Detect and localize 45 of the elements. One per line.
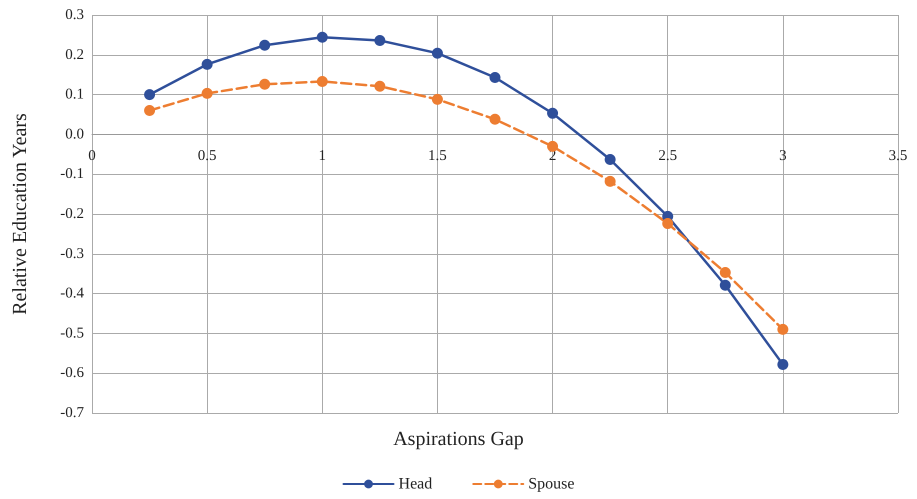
- point: [547, 140, 558, 152]
- y-tick-label: -0.4: [60, 286, 84, 302]
- x-tick-label: 3.5: [888, 148, 908, 164]
- point: [547, 108, 558, 119]
- y-tick-label: -0.6: [60, 365, 84, 382]
- point: [259, 78, 270, 90]
- point: [316, 76, 328, 87]
- point: [777, 324, 788, 335]
- point: [720, 267, 731, 278]
- legend-label: Head: [398, 476, 432, 492]
- x-tick-label: 1: [318, 148, 326, 164]
- point: [604, 154, 616, 165]
- y-tick-label: -0.2: [60, 206, 84, 222]
- x-tick-label: 0.5: [198, 148, 217, 164]
- point: [202, 58, 213, 70]
- point: [490, 114, 500, 125]
- x-tick-label: 1.5: [428, 148, 447, 164]
- point: [490, 72, 500, 83]
- x-axis-title: Aspirations Gap: [393, 428, 524, 450]
- y-tick-label: -0.7: [60, 405, 84, 421]
- point: [144, 105, 156, 116]
- y-tick-label: 0.3: [65, 7, 84, 23]
- point: [432, 48, 443, 59]
- point: [432, 94, 443, 105]
- y-tick-label: -0.5: [60, 325, 84, 342]
- point: [374, 34, 386, 46]
- x-tick-label: 2.5: [658, 148, 678, 164]
- point: [662, 218, 674, 230]
- point: [144, 89, 156, 100]
- y-tick-label: -0.3: [60, 246, 84, 262]
- y-tick-label: 0.2: [65, 46, 84, 63]
- point: [259, 40, 270, 51]
- point: [374, 80, 386, 92]
- point: [202, 88, 213, 99]
- y-tick-label: 0.1: [65, 86, 84, 103]
- point: [604, 176, 616, 187]
- y-axis-title: Relative Education Years: [9, 112, 31, 315]
- y-tick-label: 0.0: [65, 126, 84, 142]
- y-tick-label: -0.1: [60, 166, 84, 182]
- x-tick-label: 3: [779, 148, 787, 164]
- point: [720, 280, 731, 291]
- point: [316, 32, 328, 43]
- legend-label: Spouse: [528, 476, 574, 492]
- point: [777, 358, 788, 370]
- x-tick-label: 0: [88, 148, 96, 164]
